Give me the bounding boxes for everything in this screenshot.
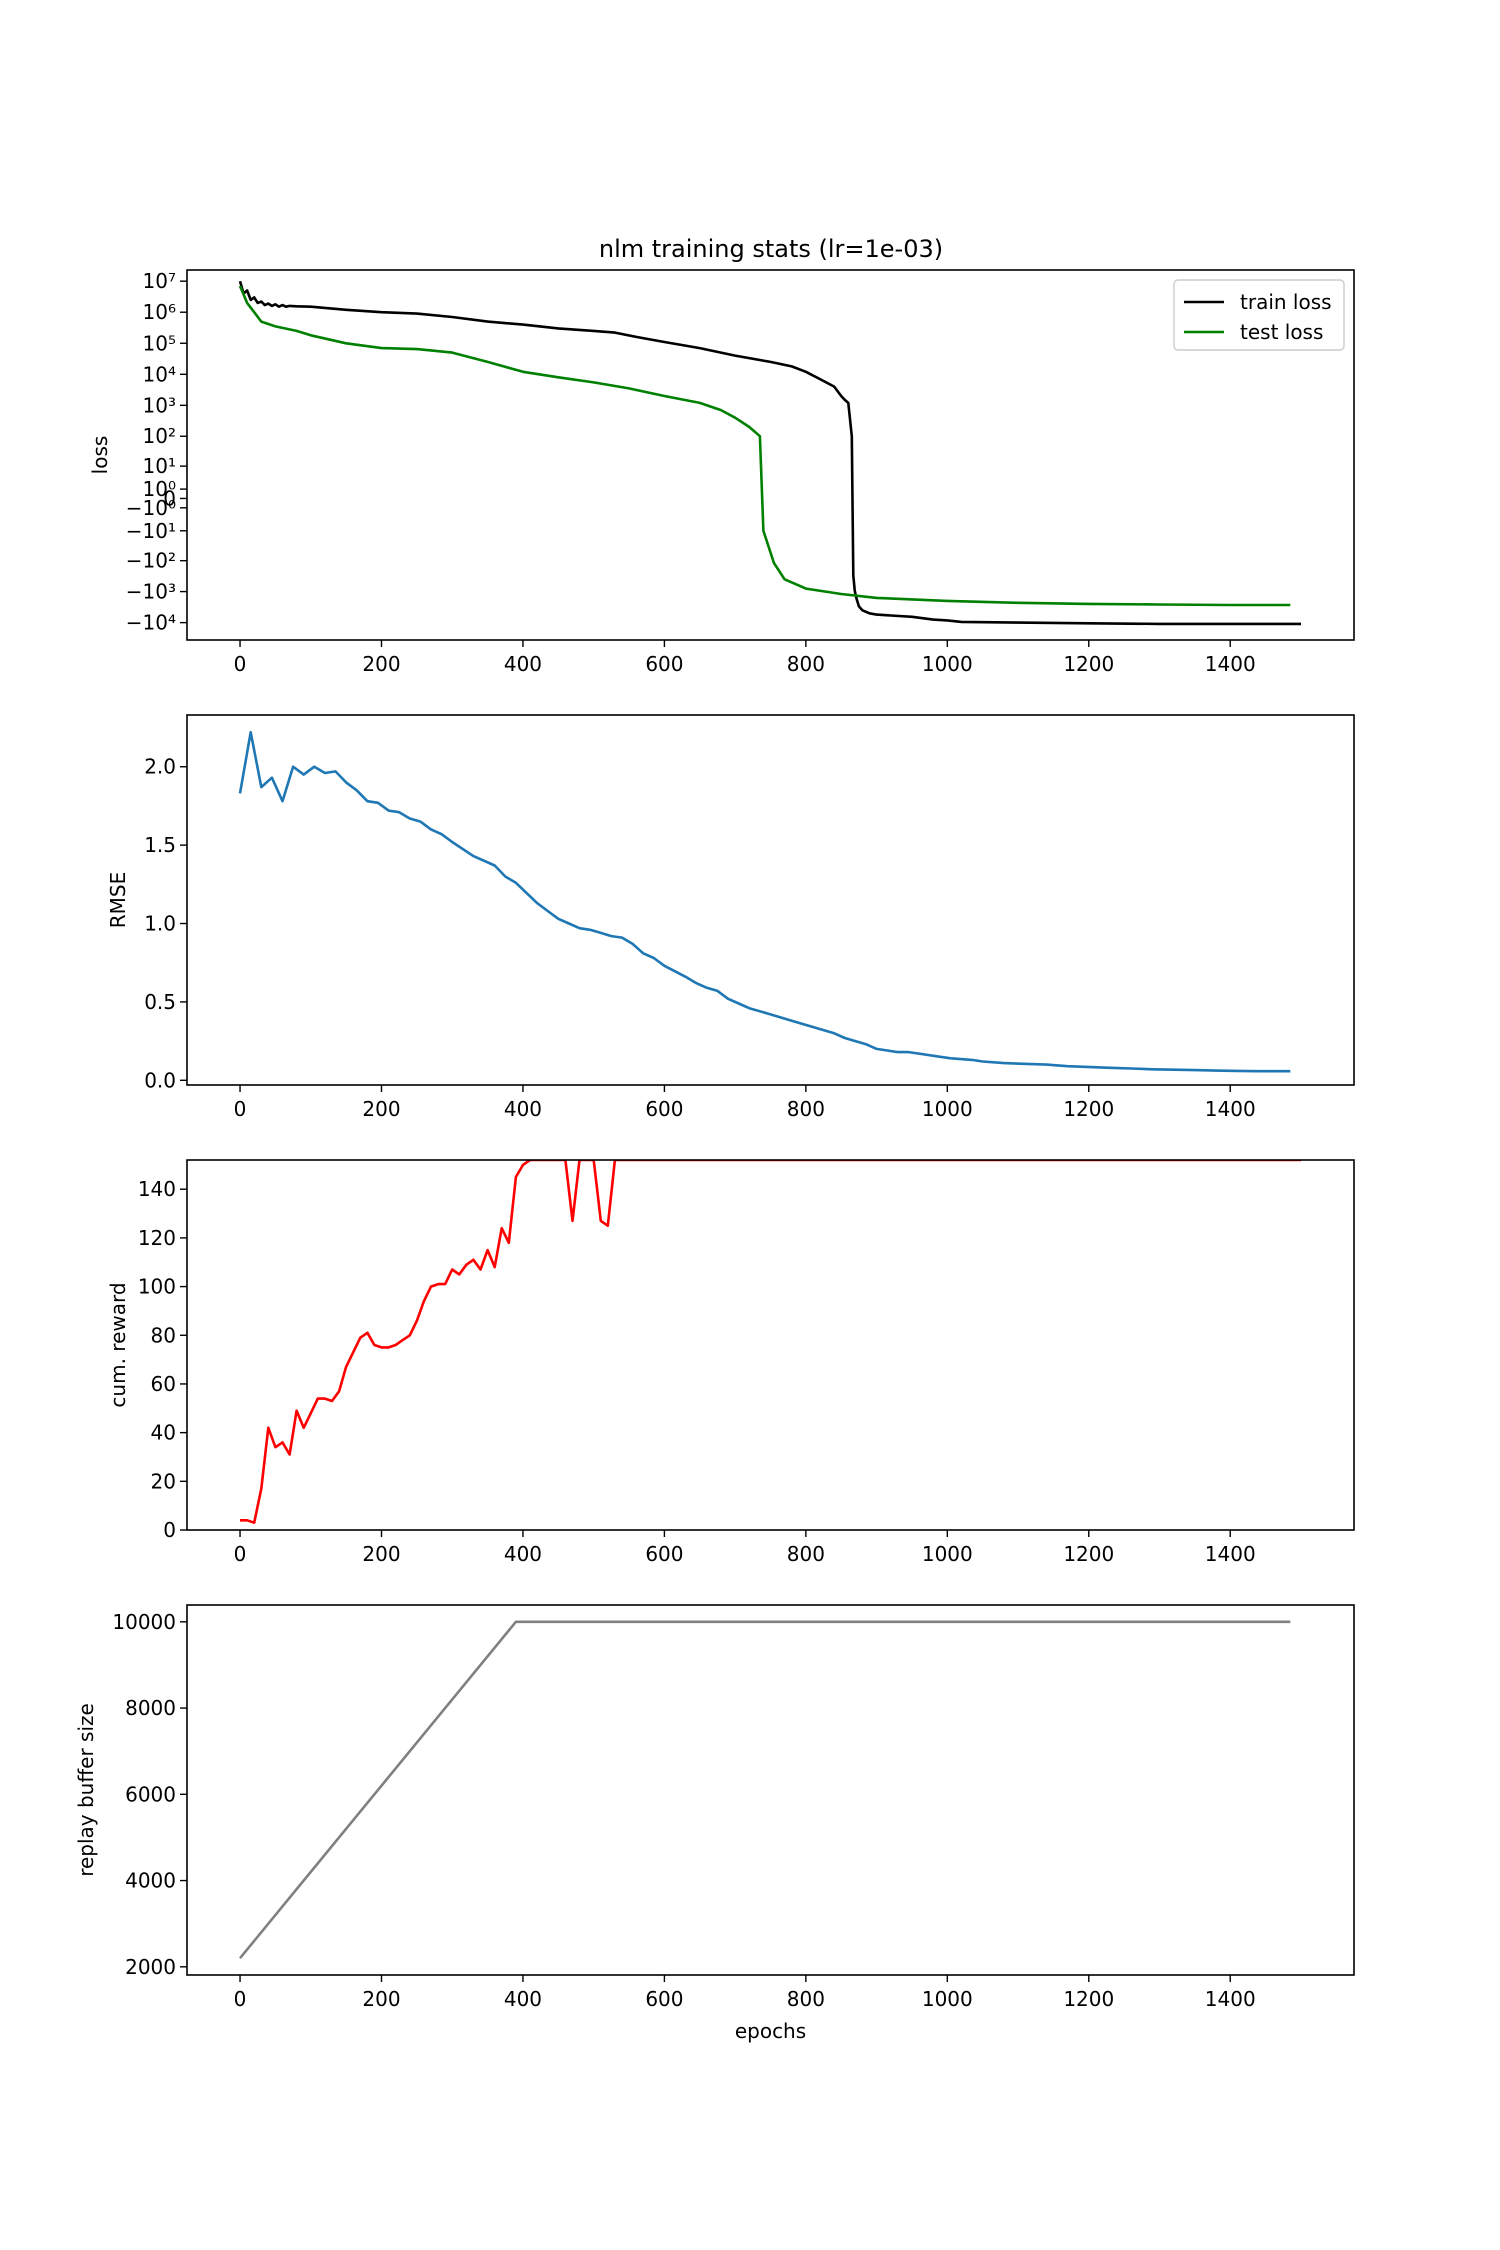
y-tick-label: 0.5	[144, 990, 176, 1014]
plot-frame	[186, 714, 1355, 1086]
y-tick-label: 6000	[125, 1782, 176, 1806]
x-tick-label: 0	[234, 1097, 247, 1121]
x-tick-label: 1400	[1205, 1987, 1256, 2011]
x-tick-label: 1200	[1063, 1097, 1114, 1121]
y-tick-label: −10¹	[126, 519, 176, 543]
legend: train loss test loss	[1173, 279, 1345, 351]
x-tick-label: 400	[504, 1097, 542, 1121]
y-tick-label: −10⁰	[126, 496, 176, 520]
y-axis-label: replay buffer size	[74, 1703, 98, 1877]
y-tick-label: 10⁰	[143, 477, 176, 501]
y-tick-label: 1.5	[144, 833, 176, 857]
y-axis-label: RMSE	[106, 872, 130, 928]
x-tick-label: 200	[362, 1542, 400, 1566]
x-tick-label: 1200	[1063, 1542, 1114, 1566]
figure-title: nlm training stats (lr=1e-03)	[599, 235, 943, 263]
y-tick-label: 40	[151, 1421, 176, 1445]
x-tick-label: 400	[504, 652, 542, 676]
x-tick-label: 200	[362, 1987, 400, 2011]
x-tick-label: 400	[504, 1987, 542, 2011]
x-tick-label: 800	[787, 1097, 825, 1121]
x-tick-label: 1000	[922, 652, 973, 676]
x-tick-label: 200	[362, 652, 400, 676]
x-tick-label: 0	[234, 652, 247, 676]
y-tick-label: 4000	[125, 1869, 176, 1893]
plot-frame	[186, 1159, 1355, 1531]
x-tick-label: 400	[504, 1542, 542, 1566]
x-tick-label: 600	[645, 1987, 683, 2011]
y-axis-label: cum. reward	[106, 1282, 130, 1407]
y-tick-label: −10⁴	[126, 611, 176, 635]
x-tick-label: 0	[234, 1987, 247, 2011]
y-tick-label: 2.0	[144, 755, 176, 779]
y-tick-label: 2000	[125, 1955, 176, 1979]
y-tick-label: 10³	[143, 393, 176, 417]
x-tick-label: 1000	[922, 1542, 973, 1566]
subplots: 0 200 400 600 800 1000 1200 140010⁷10⁶10⁵10⁴10³…	[74, 269, 1355, 2043]
y-tick-label: 20	[151, 1469, 176, 1493]
y-tick-label: 140	[138, 1177, 176, 1201]
x-tick-label: 1400	[1205, 1097, 1256, 1121]
x-tick-label: 600	[645, 652, 683, 676]
y-tick-label: 80	[151, 1323, 176, 1347]
series-line-1	[238, 730, 1291, 1073]
y-tick-label: 0	[163, 1518, 176, 1542]
y-tick-label: 100	[138, 1275, 176, 1299]
series-line-1	[240, 1160, 1301, 1524]
series-line-1	[238, 1620, 1291, 1960]
y-tick-label: 10²	[143, 424, 176, 448]
legend-label: test loss	[1240, 320, 1323, 344]
y-axis-label: loss	[88, 436, 112, 475]
x-tick-label: 800	[787, 652, 825, 676]
x-tick-label: 1400	[1205, 1542, 1256, 1566]
x-tick-label: 0	[234, 1542, 247, 1566]
series-line-1	[238, 280, 1301, 626]
y-tick-label: 60	[151, 1372, 176, 1396]
y-tick-label: 120	[138, 1226, 176, 1250]
x-axis-label: epochs	[735, 2019, 806, 2043]
y-tick-label: −10²	[126, 549, 176, 573]
y-tick-label: 10⁶	[143, 300, 176, 324]
legend-label: train loss	[1240, 290, 1332, 314]
y-tick-label: 10¹	[143, 454, 176, 478]
y-tick-label: 10⁴	[143, 362, 176, 386]
x-tick-label: 1200	[1063, 652, 1114, 676]
x-tick-label: 600	[645, 1542, 683, 1566]
x-tick-label: 800	[787, 1987, 825, 2011]
subplot-3: 0 200 400 600 800 1000 1200 1400 0 20 40 60 80 100 120…	[106, 1159, 1355, 1566]
y-tick-label: 8000	[125, 1696, 176, 1720]
y-tick-label: 1.0	[144, 912, 176, 936]
y-tick-label: −10³	[126, 580, 176, 604]
x-tick-label: 1000	[922, 1097, 973, 1121]
plot-frame	[186, 269, 1355, 641]
y-tick-label: 10⁵	[143, 331, 176, 355]
subplot-1: 0 200 400 600 800 1000 1200 1400 10⁷ 10⁶ 10⁵ 10⁴ 10³…	[88, 269, 1355, 676]
subplot-2: 0 200 400 600 800 1000 1200 1400 0.0 0.5 1.0 1.5 2.0…	[106, 714, 1355, 1121]
y-tick-label: 10000	[112, 1610, 176, 1634]
x-tick-label: 600	[645, 1097, 683, 1121]
y-tick-label: 10⁷	[143, 269, 176, 293]
y-tick-label: 0.0	[144, 1068, 176, 1092]
x-tick-label: 800	[787, 1542, 825, 1566]
subplot-4: 0 200 400 600 800 1000 1200 1400 2000 4000 6000 800…	[74, 1604, 1355, 2043]
x-tick-label: 1200	[1063, 1987, 1114, 2011]
x-tick-label: 1000	[922, 1987, 973, 2011]
series-line-2	[238, 285, 1291, 607]
x-tick-label: 1400	[1205, 652, 1256, 676]
plot-frame	[186, 1604, 1355, 1976]
x-tick-label: 200	[362, 1097, 400, 1121]
y-tick-label: 0	[163, 486, 176, 510]
